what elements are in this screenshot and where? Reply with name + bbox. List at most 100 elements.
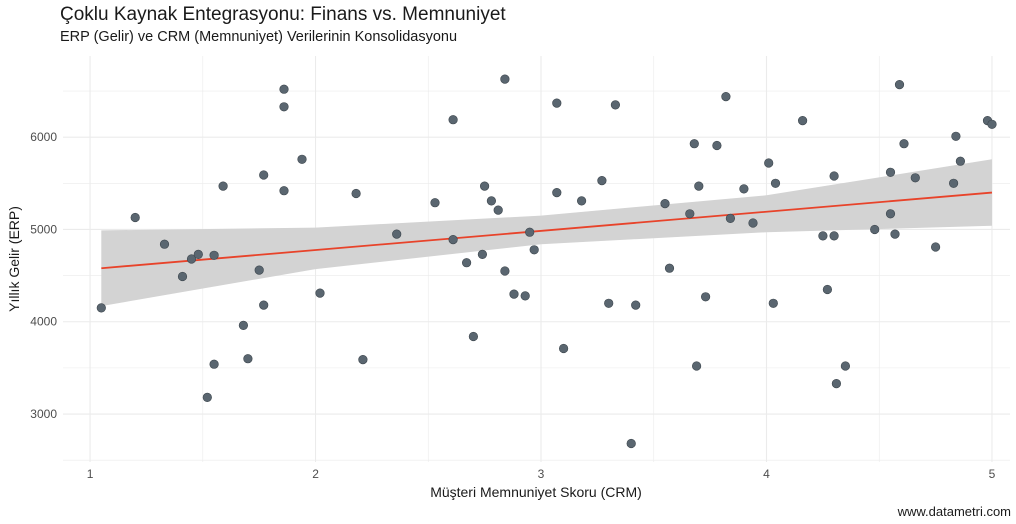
- data-point: [430, 198, 440, 208]
- axis-ticks-layer: 1 2 3 4 5 3000 4000 5000 6000: [30, 130, 995, 481]
- data-point: [202, 392, 212, 403]
- data-point: [930, 242, 941, 252]
- data-point: [477, 249, 488, 259]
- data-point: [509, 289, 519, 299]
- data-point: [885, 209, 896, 219]
- chart-subtitle: ERP (Gelir) ve CRM (Memnuniyet) Verileri…: [60, 29, 458, 45]
- data-point: [209, 359, 219, 369]
- data-point: [664, 263, 675, 273]
- data-point: [626, 438, 636, 449]
- data-point: [254, 265, 264, 275]
- data-point: [525, 227, 535, 237]
- data-point: [829, 171, 839, 181]
- y-tick-label: 4000: [30, 315, 57, 329]
- data-point: [987, 119, 997, 129]
- data-point: [520, 291, 530, 301]
- data-point: [193, 249, 203, 259]
- data-point: [218, 181, 228, 191]
- data-point: [660, 199, 670, 209]
- data-point: [894, 79, 905, 90]
- data-point: [890, 229, 900, 239]
- data-point: [685, 209, 695, 219]
- data-point: [712, 140, 722, 151]
- data-point: [610, 100, 621, 110]
- data-points-layer: [96, 74, 997, 449]
- data-point: [829, 231, 839, 241]
- data-point: [448, 235, 458, 245]
- data-point: [529, 245, 539, 255]
- data-point: [159, 239, 170, 249]
- data-point: [480, 181, 490, 191]
- data-point: [689, 139, 699, 149]
- data-point: [238, 320, 248, 331]
- data-point: [748, 218, 758, 228]
- data-point: [315, 288, 325, 298]
- data-point: [831, 379, 842, 389]
- data-point: [392, 229, 402, 239]
- data-point: [96, 303, 106, 313]
- data-point: [576, 196, 587, 206]
- data-point: [910, 173, 920, 183]
- data-point: [500, 74, 510, 84]
- data-point: [870, 224, 880, 235]
- data-point: [500, 266, 510, 276]
- source-caption: www.datametri.com: [897, 504, 1011, 519]
- trend-line: [101, 191, 993, 270]
- data-point: [739, 184, 749, 194]
- y-tick-label: 3000: [30, 407, 57, 421]
- data-point: [899, 139, 909, 149]
- data-point: [631, 300, 641, 310]
- y-tick-label: 6000: [30, 130, 57, 144]
- data-point: [493, 205, 503, 215]
- data-point: [209, 250, 219, 260]
- y-tick-label: 5000: [30, 222, 57, 236]
- data-point: [486, 196, 497, 206]
- data-point: [840, 361, 851, 371]
- x-tick-label: 4: [763, 467, 770, 481]
- data-point: [130, 212, 140, 223]
- data-point: [297, 154, 307, 164]
- x-tick-label: 3: [538, 467, 545, 481]
- data-point: [725, 213, 736, 223]
- x-tick-label: 2: [312, 467, 319, 481]
- x-tick-label: 1: [87, 467, 94, 481]
- data-point: [279, 84, 289, 94]
- y-axis-label: Yıllık Gelir (ERP): [6, 206, 22, 312]
- data-point: [764, 158, 774, 168]
- confidence-band-layer: [101, 159, 993, 307]
- data-point: [691, 361, 702, 371]
- data-point: [448, 115, 458, 125]
- data-point: [358, 355, 368, 365]
- data-point: [279, 102, 289, 112]
- data-point: [694, 181, 704, 191]
- data-point: [468, 331, 479, 342]
- data-point: [797, 115, 808, 126]
- x-tick-label: 5: [989, 467, 996, 481]
- data-point: [700, 292, 711, 302]
- data-point: [604, 298, 614, 308]
- data-point: [822, 284, 833, 295]
- data-point: [885, 167, 896, 177]
- data-point: [768, 298, 778, 308]
- data-point: [597, 176, 607, 186]
- data-point: [552, 188, 562, 198]
- data-point: [243, 354, 253, 364]
- data-point: [948, 178, 959, 188]
- data-point: [558, 343, 569, 354]
- data-point: [351, 188, 361, 199]
- data-point: [186, 254, 197, 264]
- trend-line-layer: [101, 191, 993, 270]
- data-point: [177, 271, 188, 282]
- data-point: [770, 178, 781, 188]
- data-point: [259, 170, 269, 180]
- data-point: [462, 258, 472, 268]
- data-point: [955, 156, 966, 166]
- data-point: [279, 186, 289, 196]
- data-point: [259, 300, 269, 310]
- data-point: [951, 131, 961, 141]
- confidence-band: [101, 159, 993, 307]
- chart-title: Çoklu Kaynak Entegrasyonu: Finans vs. Me…: [60, 4, 506, 25]
- data-point: [721, 91, 731, 102]
- data-point: [818, 231, 828, 241]
